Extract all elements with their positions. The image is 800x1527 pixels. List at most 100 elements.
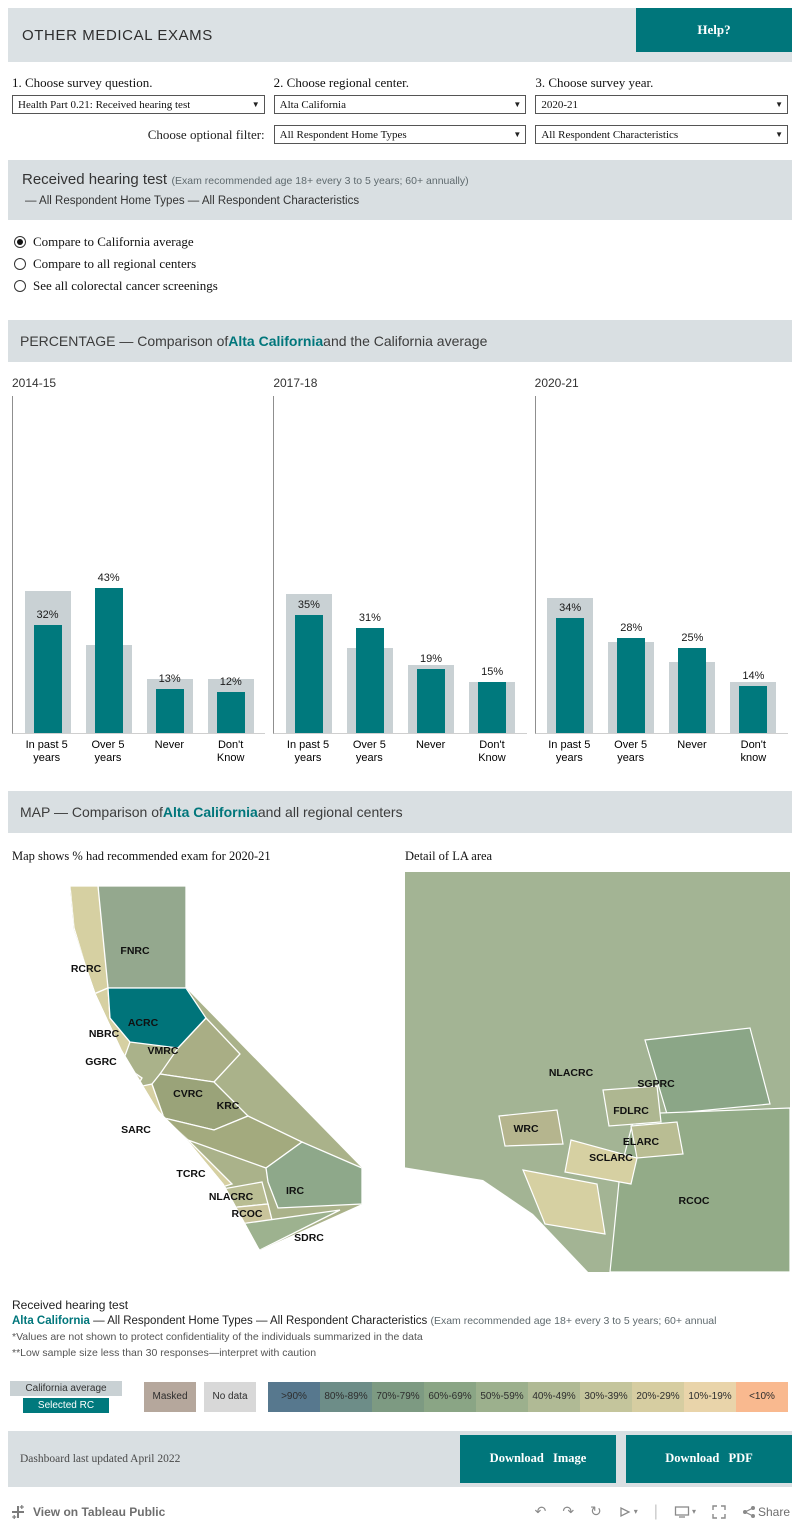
share-icon[interactable]: Share (742, 1505, 790, 1519)
map-header-highlight: Alta California (162, 804, 258, 821)
legend-item-no-data[interactable]: No data (204, 1381, 256, 1412)
last-updated-text: Dashboard last updated April 2022 (20, 1452, 181, 1465)
radio-unselected-icon[interactable] (14, 280, 26, 292)
bar-value-label: 15% (481, 666, 504, 678)
category-label: Never (154, 739, 184, 751)
bar-group: 14% (723, 396, 784, 733)
map-footer-exam: Received hearing test (12, 1298, 129, 1313)
legend-ramp-item[interactable]: 60%-69% (424, 1381, 476, 1412)
legend-california-average[interactable]: California average (10, 1380, 122, 1396)
chevron-down-icon: ▼ (513, 100, 522, 109)
maps-row: FNRC RCRC ACRC NBRC VMRC GGRC CVRC KRC SARC TCRC N… (10, 872, 790, 1273)
bar-selected-rc[interactable] (739, 686, 768, 733)
bar-value-label: 14% (742, 670, 765, 682)
chart-plot: 35% 31% 19% 15% (273, 396, 527, 734)
state-map-title: Map shows % had recommended exam for 202… (12, 849, 271, 864)
survey-year-value: 2020-21 (541, 98, 579, 111)
chevron-down-icon: ▼ (513, 130, 522, 139)
bar-group: 19% (400, 396, 461, 733)
radio-option-label: Compare to all regional centers (33, 256, 197, 271)
bar-group: 32% (17, 396, 78, 733)
filter-section: 1. Choose survey question. Health Part 0… (12, 75, 789, 144)
bar-selected-rc[interactable] (678, 648, 707, 733)
regional-center-dropdown[interactable]: Alta California ▼ (273, 95, 527, 114)
bar-selected-rc[interactable] (155, 689, 184, 733)
bar-selected-rc[interactable] (478, 682, 507, 733)
category-label: Over 5 years (352, 739, 386, 765)
tableau-toolbar: View on Tableau Public ↶ ↷ ↻ ▾ | ▾ (0, 1496, 800, 1527)
bar-selected-rc[interactable] (216, 692, 245, 733)
bar-value-label: 12% (219, 676, 242, 688)
share-label: Share (757, 1504, 790, 1519)
undo-icon[interactable]: ↶ (534, 1503, 547, 1520)
exam-title: Received hearing test (22, 171, 168, 188)
map-titles-row: Map shows % had recommended exam for 202… (12, 849, 788, 864)
bar-selected-rc[interactable] (556, 618, 585, 733)
bar-selected-rc[interactable] (294, 615, 323, 733)
legend-ramp-item[interactable]: >90% (268, 1381, 320, 1412)
bar-value-label: 43% (97, 572, 120, 584)
california-map[interactable]: FNRC RCRC ACRC NBRC VMRC GGRC CVRC KRC SARC TCRC N… (10, 872, 390, 1272)
help-button[interactable]: Help? (636, 8, 792, 52)
legend-color-ramp: >90% 80%-89% 70%-79% 60%-69% 50%-59% 40%-49% 3… (268, 1381, 788, 1412)
bar-group: 43% (78, 396, 139, 733)
category-label: In past 5 years (286, 739, 330, 765)
download-pdf-button[interactable]: Download PDF (626, 1434, 792, 1483)
fullscreen-icon[interactable] (712, 1505, 726, 1519)
radio-selected-icon[interactable] (14, 236, 26, 248)
bar-selected-rc[interactable] (94, 588, 123, 733)
survey-year-dropdown[interactable]: 2020-21 ▼ (535, 95, 789, 114)
replay-icon[interactable]: ▾ (618, 1505, 638, 1519)
radio-dot (17, 239, 23, 245)
radio-unselected-icon[interactable] (14, 258, 26, 270)
bar-selected-rc[interactable] (33, 625, 62, 733)
map-header-suffix: and all regional centers (257, 804, 403, 821)
california-map-svg (70, 886, 362, 1251)
legend-ramp-item[interactable]: 70%-79% (372, 1381, 424, 1412)
bar-selected-rc[interactable] (355, 628, 384, 733)
bar-group: 13% (139, 396, 200, 733)
legend-ramp-item[interactable]: 40%-49% (528, 1381, 580, 1412)
radio-option[interactable]: Compare to California average (14, 234, 800, 250)
legend-ramp-item[interactable]: 80%-89% (320, 1381, 372, 1412)
category-label: Never (415, 739, 446, 751)
toolbar-divider: | (653, 1502, 658, 1520)
download-image-button[interactable]: Download Image (460, 1434, 616, 1483)
legend-ramp-item[interactable]: <10% (736, 1381, 788, 1412)
category-label: In past 5 years (25, 739, 68, 765)
legend-selected-rc[interactable]: Selected RC (23, 1397, 109, 1413)
la-detail-map[interactable]: NLACRC SGPRC FDLRC WRC ELARC SCLARC RCOC (405, 872, 790, 1273)
map-footer: Received hearing test Alta California — … (12, 1298, 788, 1360)
map-footer-note: (Exam recommended age 18+ every 3 to 5 y… (430, 1315, 717, 1328)
redo-icon[interactable]: ↷ (562, 1503, 575, 1520)
survey-question-label: 1. Choose survey question. (12, 75, 153, 90)
characteristics-value: All Respondent Characteristics (541, 128, 679, 141)
category-label: Over 5 years (614, 739, 648, 765)
chart-panel: 2020-21 34% 28% 25% 14% In past 5 years Over 5… (534, 376, 788, 765)
home-types-dropdown[interactable]: All Respondent Home Types ▼ (273, 125, 527, 144)
device-layout-icon[interactable]: ▾ (674, 1505, 696, 1519)
bar-value-label: 28% (620, 622, 643, 634)
legend-ramp-item[interactable]: 20%-29% (632, 1381, 684, 1412)
percentage-header-highlight: Alta California (228, 333, 324, 349)
legend-ramp-item[interactable]: 50%-59% (476, 1381, 528, 1412)
legend-item-masked[interactable]: Masked (144, 1381, 196, 1412)
characteristics-dropdown[interactable]: All Respondent Characteristics ▼ (535, 125, 789, 144)
radio-option[interactable]: Compare to all regional centers (14, 256, 800, 272)
survey-year-label: 3. Choose survey year. (535, 75, 654, 90)
survey-question-dropdown[interactable]: Health Part 0.21: Received hearing test … (12, 95, 265, 114)
legend-ramp-item[interactable]: 10%-19% (684, 1381, 736, 1412)
category-axis: In past 5 years Over 5 years Never Don't Kn… (273, 739, 526, 765)
legend-ramp-item[interactable]: 30%-39% (580, 1381, 632, 1412)
reset-icon[interactable]: ↻ (590, 1503, 602, 1520)
bar-selected-rc[interactable] (617, 638, 646, 733)
category-axis: In past 5 years Over 5 years Never Don't Kn… (12, 739, 265, 765)
bar-value-label: 32% (36, 609, 59, 621)
percentage-section-header: PERCENTAGE — Comparison of Alta Californ… (8, 320, 792, 362)
bar-value-label: 13% (158, 673, 181, 685)
percentage-header-suffix: and the California average (323, 333, 488, 349)
chart-panel-year: 2014-15 (12, 376, 57, 390)
radio-option[interactable]: See all colorectal cancer screenings (14, 278, 800, 294)
bar-selected-rc[interactable] (417, 669, 446, 733)
view-on-tableau-label[interactable]: View on Tableau Public (33, 1504, 166, 1519)
